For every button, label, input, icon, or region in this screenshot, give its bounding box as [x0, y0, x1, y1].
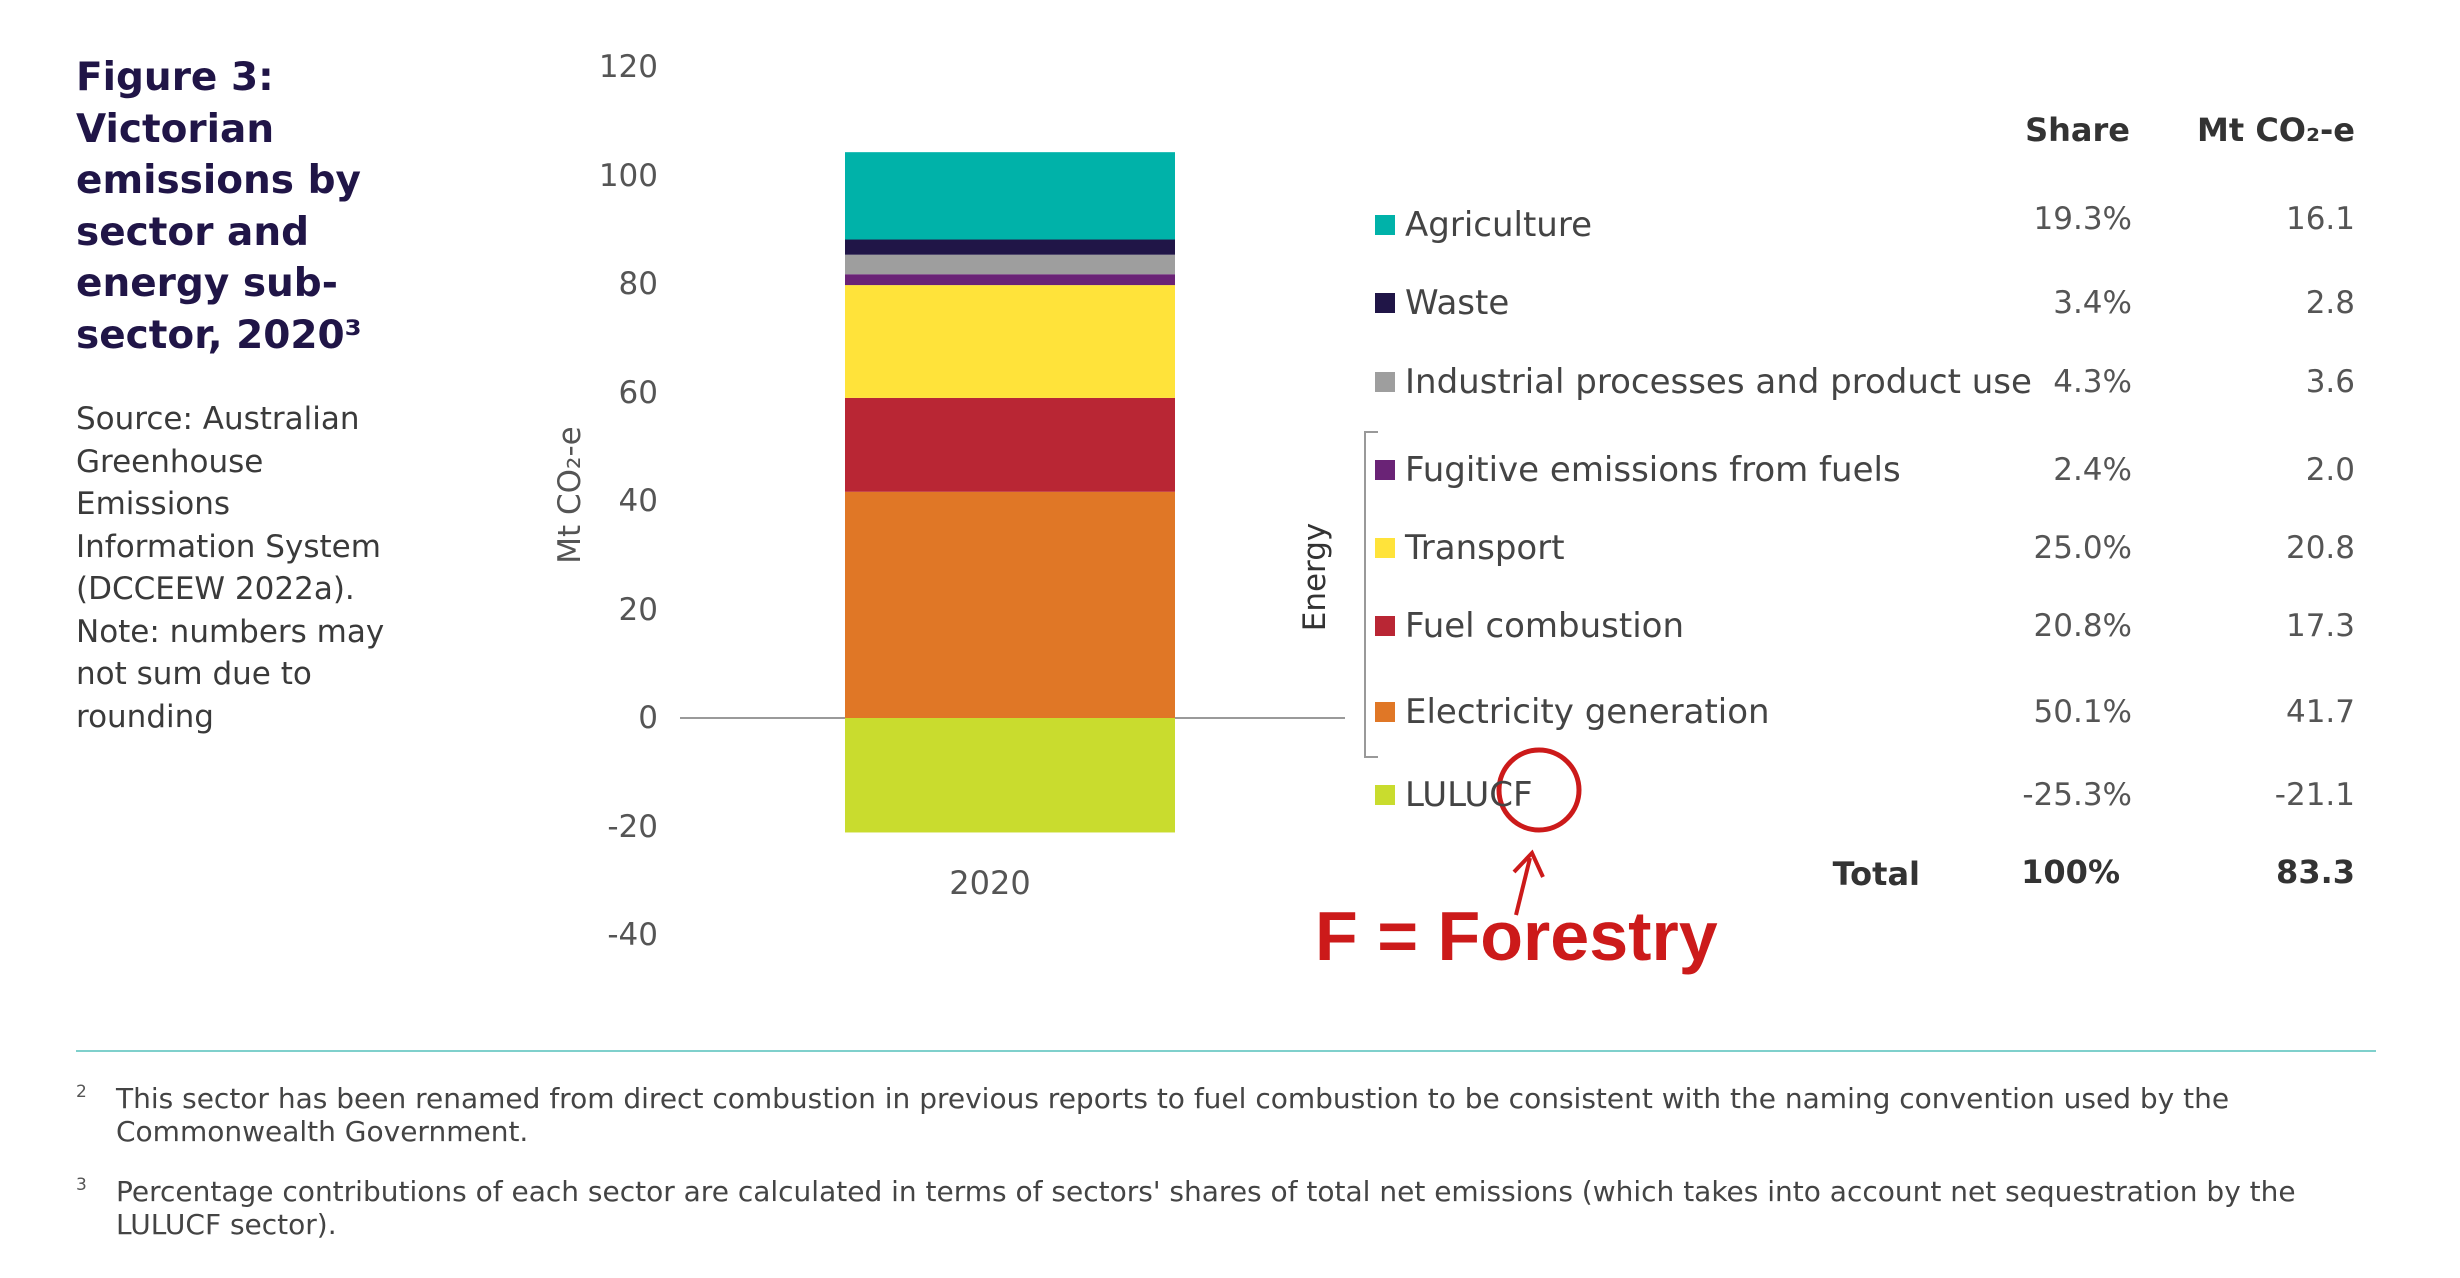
share-column-header: Share	[2025, 111, 2130, 149]
source-line: rounding	[76, 698, 214, 735]
x-category-label: 2020	[949, 864, 1031, 902]
source-line: not sum due to	[76, 656, 312, 692]
bar-segment-agriculture	[845, 152, 1175, 240]
footnote-text: Percentage contributions of each sector …	[116, 1175, 2296, 1241]
legend-label: Fugitive emissions from fuels	[1405, 450, 1901, 490]
energy-group-bracket	[1364, 431, 1378, 758]
legend-label: Fuel combustion	[1405, 606, 1685, 646]
share-value: 19.3%	[2033, 201, 2132, 237]
figure-title-line: energy sub-	[76, 261, 338, 306]
share-value: 20.8%	[2033, 608, 2132, 644]
legend-swatch	[1375, 372, 1395, 392]
mt-column-header: Mt CO₂-e	[2197, 111, 2355, 149]
y-tick-label: -40	[607, 917, 658, 953]
legend-row-lulucf: LULUCF -25.3% -21.1	[1375, 773, 2375, 817]
mt-value: 17.3	[2285, 608, 2355, 644]
annotation-text: F = Forestry	[1315, 897, 1718, 975]
legend-swatch	[1375, 538, 1395, 558]
footnote-divider	[76, 1050, 2376, 1052]
legend-row-electricity: Electricity generation 50.1% 41.7	[1375, 690, 2375, 734]
bar-segment-waste	[845, 239, 1175, 255]
source-line: Emissions	[76, 486, 231, 522]
source-line: Source: Australian	[76, 401, 360, 437]
legend-label: Electricity generation	[1405, 692, 1770, 732]
mt-value: -21.1	[2274, 777, 2355, 813]
figure-title-line: emissions by	[76, 158, 361, 203]
bar-segment-fuel-combustion	[845, 397, 1175, 492]
legend-row-fugitive: Fugitive emissions from fuels 2.4% 2.0	[1375, 448, 2375, 492]
legend-label: Industrial processes and product use	[1405, 362, 2032, 402]
legend-label: Waste	[1405, 283, 1510, 323]
legend-row-transport: Transport 25.0% 20.8	[1375, 526, 2375, 570]
y-tick-label: 120	[598, 49, 658, 85]
figure-title-line: sector, 2020³	[76, 312, 362, 358]
figure-title-line: Figure 3:	[76, 55, 274, 100]
share-value: 3.4%	[2053, 285, 2132, 321]
footnote-number: 2	[76, 1082, 87, 1102]
share-value: 2.4%	[2053, 452, 2132, 488]
mt-value: 2.0	[2305, 452, 2355, 488]
source-line: Note: numbers may	[76, 613, 385, 650]
y-tick-label: 20	[618, 592, 658, 628]
y-tick-label: 100	[598, 158, 658, 194]
annotation-arrow-shaft	[1514, 857, 1532, 916]
mt-value: 3.6	[2305, 364, 2355, 400]
figure-title: Figure 3: Victorian emissions by sector …	[76, 52, 406, 361]
bar-segment-transport	[845, 285, 1175, 398]
bar-segment-industrial-processes-and-product-use	[845, 254, 1175, 275]
mt-value: 20.8	[2285, 530, 2355, 566]
mt-value: 16.1	[2285, 201, 2355, 237]
legend-row-fuel-combustion: Fuel combustion 20.8% 17.3	[1375, 604, 2375, 648]
footnote-text: This sector has been renamed from direct…	[116, 1082, 2230, 1148]
legend-label: LULUCF	[1405, 775, 1533, 815]
total-mt: 83.3	[2276, 853, 2355, 891]
legend-label: Transport	[1405, 528, 1565, 568]
share-value: 25.0%	[2033, 530, 2132, 566]
total-label: Total	[1832, 855, 1920, 893]
y-tick-label: 80	[618, 266, 658, 302]
legend-label: Agriculture	[1405, 205, 1592, 245]
annotation-arrow-head	[1512, 849, 1545, 878]
legend-swatch	[1375, 616, 1395, 636]
bar-stack	[845, 152, 1175, 833]
legend-swatch	[1375, 785, 1395, 805]
mt-value: 41.7	[2285, 694, 2355, 730]
energy-group-label: Energy	[1297, 522, 1333, 632]
share-value: -25.3%	[2022, 777, 2132, 813]
legend-swatch	[1375, 215, 1395, 235]
source-line: Greenhouse	[76, 443, 264, 480]
legend-swatch	[1375, 702, 1395, 722]
bar-segment-fugitive-emissions-from-fuels	[845, 274, 1175, 286]
legend-swatch	[1375, 293, 1395, 313]
figure-source-note: Source: Australian Greenhouse Emissions …	[76, 398, 436, 738]
total-share: 100%	[2021, 853, 2120, 891]
source-line: (DCCEEW 2022a).	[76, 571, 355, 607]
figure-title-line: Victorian	[76, 106, 275, 152]
bar-segment-electricity-generation	[845, 491, 1175, 718]
bar-segment-lulucf	[845, 718, 1175, 833]
source-line: Information System	[76, 528, 381, 565]
y-tick-label: 0	[638, 700, 658, 736]
y-tick-label: -20	[607, 809, 658, 845]
mt-value: 2.8	[2305, 285, 2355, 321]
legend-row-waste: Waste 3.4% 2.8	[1375, 281, 2375, 325]
y-tick-label: 40	[618, 483, 658, 519]
y-tick-label: 60	[618, 375, 658, 411]
legend-row-industrial: Industrial processes and product use 4.3…	[1375, 360, 2375, 404]
share-value: 50.1%	[2033, 694, 2132, 730]
share-value: 4.3%	[2053, 364, 2132, 400]
footnote-number: 3	[76, 1175, 87, 1195]
legend-swatch	[1375, 460, 1395, 480]
annotation-circle	[1496, 747, 1582, 833]
figure-title-line: sector and	[76, 209, 310, 255]
legend-row-agriculture: Agriculture 19.3% 16.1	[1375, 201, 2375, 247]
